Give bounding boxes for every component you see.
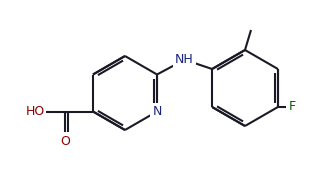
Text: F: F	[288, 101, 295, 114]
Text: O: O	[60, 135, 70, 148]
Text: HO: HO	[25, 105, 45, 118]
Text: NH: NH	[175, 53, 194, 66]
Text: N: N	[152, 105, 162, 118]
